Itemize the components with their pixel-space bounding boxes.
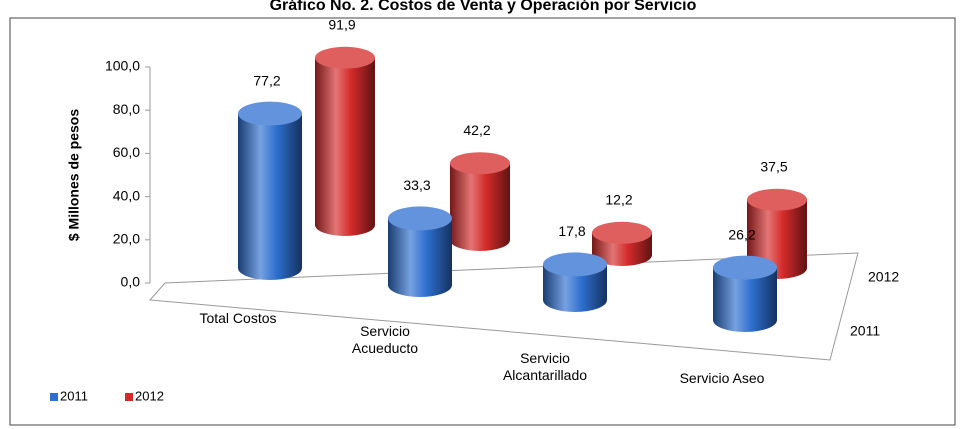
y-tick-label: 40,0 xyxy=(113,187,140,203)
cylinder-top xyxy=(543,252,607,277)
data-label: 12,2 xyxy=(605,191,632,207)
cylinder xyxy=(450,152,510,251)
cylinder-top xyxy=(592,221,652,244)
cylinder-top xyxy=(450,152,510,175)
y-tick-label: 0,0 xyxy=(121,274,141,290)
cylinder-top xyxy=(315,46,375,69)
y-tick-label: 60,0 xyxy=(113,144,140,160)
cylinder xyxy=(315,46,375,236)
cylinder xyxy=(592,221,652,266)
y-axis-label: $ Millones de pesos xyxy=(66,109,82,241)
depth-label: 2011 xyxy=(850,323,880,339)
y-tick-label: 100,0 xyxy=(105,58,140,74)
cylinder xyxy=(238,101,302,280)
data-label: 17,8 xyxy=(558,223,585,239)
legend-label: 2011 xyxy=(60,388,88,403)
legend-label: 2012 xyxy=(135,388,164,403)
cylinder xyxy=(388,206,452,297)
y-tick-label: 80,0 xyxy=(113,101,140,117)
cylinder-top xyxy=(713,255,777,280)
cylinder-body xyxy=(238,113,302,268)
cylinder-body xyxy=(315,57,375,225)
chart-title: Gráfico No. 2. Costos de Venta y Operaci… xyxy=(270,0,697,14)
data-label: 42,2 xyxy=(463,122,490,138)
data-label: 33,3 xyxy=(403,177,430,193)
depth-label: 2012 xyxy=(868,269,899,285)
data-label: 91,9 xyxy=(328,16,355,32)
data-label: 37,5 xyxy=(760,158,787,174)
x-tick-label: Total Costos xyxy=(199,310,277,326)
y-tick-label: 20,0 xyxy=(113,231,140,247)
data-label: 26,2 xyxy=(728,226,755,242)
x-tick-label: Servicio Acueducto xyxy=(351,323,419,356)
cylinder-top xyxy=(747,188,807,211)
data-label: 77,2 xyxy=(253,72,280,88)
cylinder-body xyxy=(450,163,510,240)
cylinder-top xyxy=(238,101,302,126)
legend-swatch xyxy=(125,393,133,401)
cylinder xyxy=(713,255,777,332)
cylinder xyxy=(543,252,607,312)
legend-swatch xyxy=(50,393,58,401)
x-tick-label: Servicio Aseo xyxy=(679,370,765,386)
cylinder-top xyxy=(388,206,452,231)
x-tick-label: Servicio Alcantarillado xyxy=(502,350,588,383)
